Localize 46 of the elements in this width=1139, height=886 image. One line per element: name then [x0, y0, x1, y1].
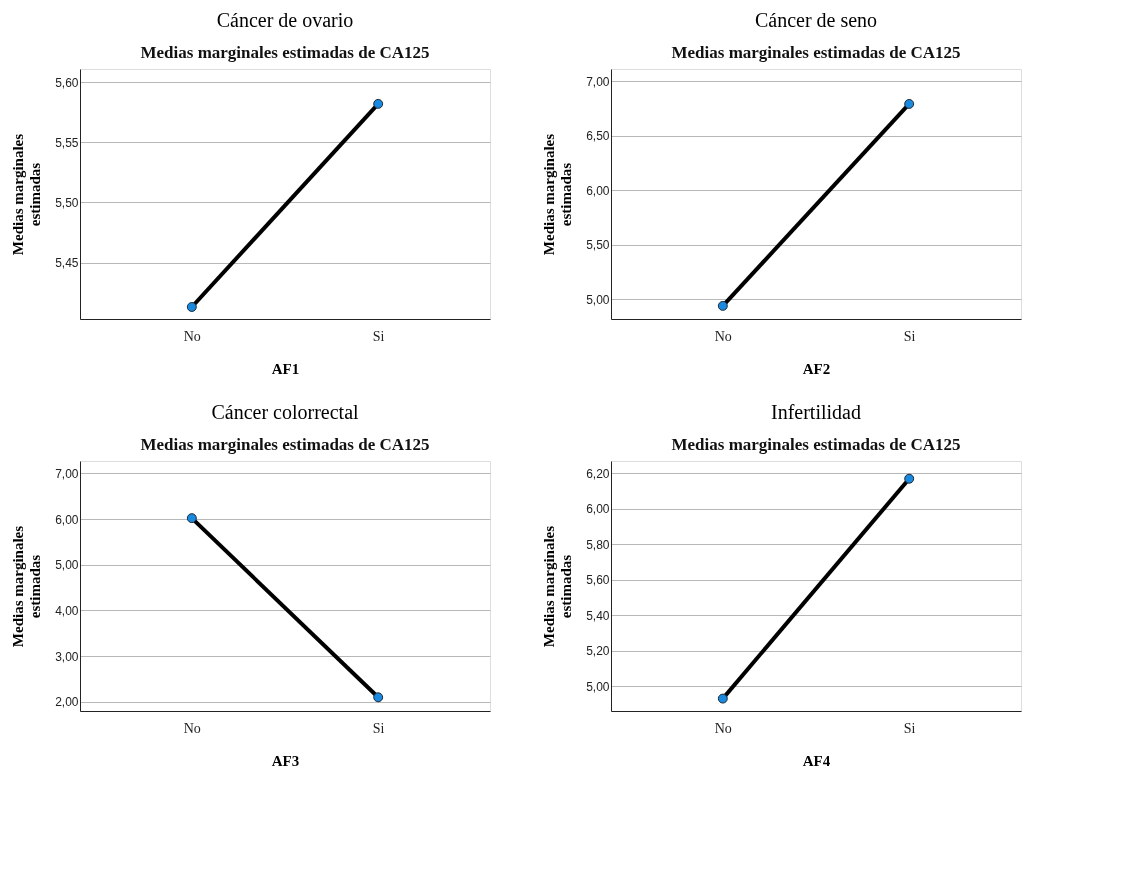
- x-axis-title: AF4: [802, 752, 831, 769]
- y-tick-label: 3,00: [55, 649, 79, 664]
- x-tick-label: Si: [903, 720, 916, 736]
- x-tick-label: No: [714, 328, 732, 344]
- y-tick-label: 5,20: [586, 644, 610, 659]
- y-tick-label: 5,45: [55, 256, 79, 271]
- y-tick-label: 5,00: [586, 679, 610, 694]
- y-tick-label: 4,00: [55, 603, 79, 618]
- x-tick-label: Si: [372, 720, 385, 736]
- chart-subtitle: Medias marginales estimadas de CA125: [671, 435, 961, 454]
- y-tick-label: 5,60: [55, 75, 79, 90]
- y-axis-title: Medias marginales estimadas: [10, 525, 44, 648]
- chart-title: Cáncer de ovario: [216, 9, 354, 31]
- chart-subtitle: Medias marginales estimadas de CA125: [140, 43, 430, 62]
- y-tick-label: 7,00: [586, 74, 610, 89]
- chart-title: Infertilidad: [771, 401, 861, 423]
- y-tick-label: 6,00: [586, 502, 610, 517]
- y-tick-label: 6,50: [586, 129, 610, 144]
- y-tick-label: 5,60: [586, 573, 610, 588]
- x-tick-label: No: [183, 720, 201, 736]
- x-axis-title: AF3: [271, 752, 300, 769]
- y-axis-title: Medias marginales estimadas: [10, 133, 44, 256]
- y-tick-label: 6,00: [55, 512, 79, 527]
- y-tick-label: 7,00: [55, 466, 79, 481]
- y-tick-label: 2,00: [55, 695, 79, 710]
- y-tick-label: 5,00: [55, 558, 79, 573]
- chart-subtitle: Medias marginales estimadas de CA125: [140, 435, 430, 454]
- y-tick-label: 5,40: [586, 608, 610, 623]
- x-tick-label: No: [183, 328, 201, 344]
- y-tick-label: 6,00: [586, 183, 610, 198]
- chart-subtitle: Medias marginales estimadas de CA125: [671, 43, 961, 62]
- y-tick-label: 5,50: [55, 195, 79, 210]
- y-tick-label: 6,20: [586, 466, 610, 481]
- y-axis-title: Medias marginales estimadas: [541, 525, 575, 648]
- x-tick-label: Si: [372, 328, 385, 344]
- y-axis-title: Medias marginales estimadas: [541, 133, 575, 256]
- y-tick-label: 5,80: [586, 537, 610, 552]
- x-tick-label: Si: [903, 328, 916, 344]
- x-axis-title: AF1: [271, 360, 300, 377]
- x-axis-title: AF2: [802, 360, 831, 377]
- y-tick-label: 5,50: [586, 238, 610, 253]
- chart-title: Cáncer colorrectal: [211, 401, 359, 423]
- chart-title: Cáncer de seno: [754, 9, 878, 31]
- x-tick-label: No: [714, 720, 732, 736]
- y-tick-label: 5,00: [586, 292, 610, 307]
- y-tick-label: 5,55: [55, 135, 79, 150]
